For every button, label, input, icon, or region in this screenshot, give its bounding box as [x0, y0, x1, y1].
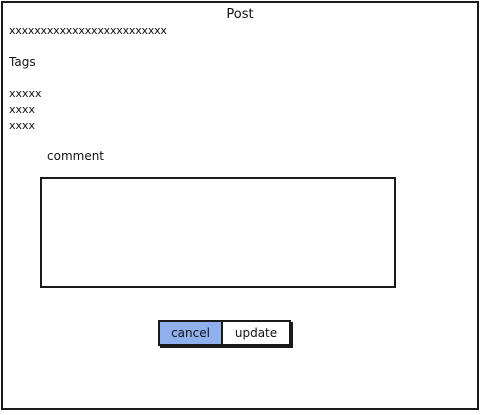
tags-label: Tags	[9, 55, 36, 69]
action-button-group: cancel update	[158, 320, 291, 346]
tags-list: xxxxx xxxx xxxx	[9, 86, 42, 134]
post-body-text: xxxxxxxxxxxxxxxxxxxxxxxxx	[9, 24, 167, 37]
window-title: Post	[226, 7, 254, 22]
tag-item: xxxx	[9, 103, 36, 116]
comment-label: comment	[47, 149, 105, 163]
cancel-button[interactable]: cancel	[160, 322, 223, 344]
update-button[interactable]: update	[223, 322, 289, 344]
comment-textarea[interactable]	[40, 177, 396, 288]
tag-item: xxxxx	[9, 87, 42, 100]
post-window: Post xxxxxxxxxxxxxxxxxxxxxxxxx Tags xxxx…	[1, 1, 479, 410]
tag-item: xxxx	[9, 119, 36, 132]
